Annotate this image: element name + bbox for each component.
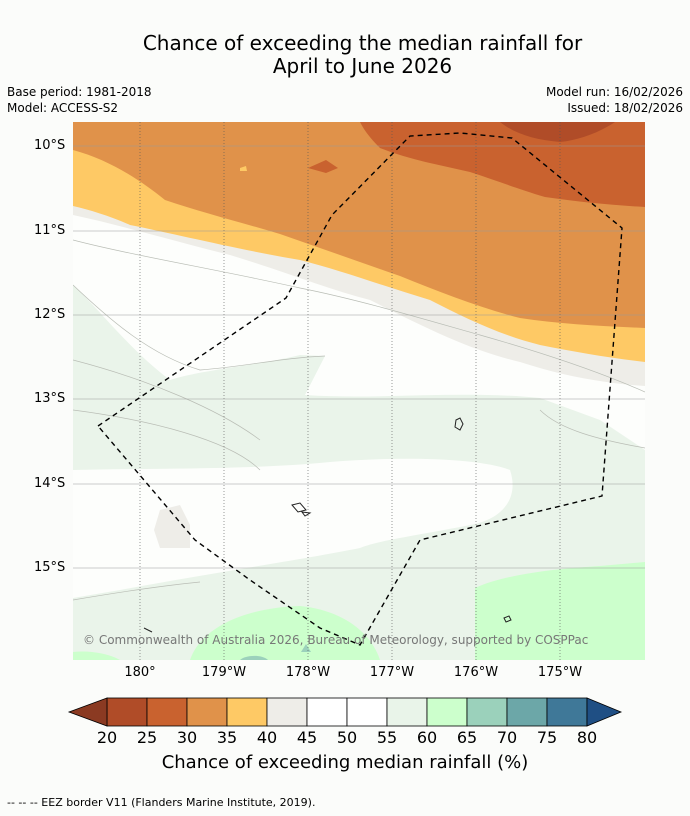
colorbar-swatch <box>426 697 468 727</box>
band-35-40-blob <box>240 166 247 171</box>
band-25-30 <box>360 122 645 207</box>
island-outline <box>300 511 312 517</box>
colorbar-swatch <box>546 697 588 727</box>
colorbar-tick-label: 40 <box>256 728 278 747</box>
lat-label-13s: 13°S <box>34 391 66 406</box>
colorbar-tick-label: 60 <box>416 728 438 747</box>
colorbar-tick-label: 75 <box>536 728 558 747</box>
lat-label-10s: 10°S <box>34 138 66 153</box>
lat-label-15s: 15°S <box>34 560 66 575</box>
colorbar-tick-label: 25 <box>136 728 158 747</box>
eez-legend-note: -- -- -- EEZ border V11 (Flanders Marine… <box>7 796 316 809</box>
colorbar-tick-label: 20 <box>96 728 118 747</box>
band-20-25 <box>500 122 615 142</box>
colorbar-swatch <box>266 697 308 727</box>
colorbar-swatch <box>146 697 188 727</box>
lon-label-180: 180° <box>124 665 156 680</box>
band-50-55-pocket <box>73 458 513 598</box>
issued-date: Issued: 18/02/2026 <box>567 101 683 115</box>
colorbar-tick-label: 35 <box>216 728 238 747</box>
lon-label-175w: 175°W <box>537 665 583 680</box>
colorbar-tick-label: 70 <box>496 728 518 747</box>
colorbar-swatch <box>346 697 388 727</box>
colorbar-tick-label: 80 <box>576 728 598 747</box>
colorbar-tick-label: 30 <box>176 728 198 747</box>
band-60-65-south <box>190 606 380 660</box>
map-title-line1: Chance of exceeding the median rainfall … <box>142 31 583 55</box>
lon-label-176w: 176°W <box>453 665 499 680</box>
colorbar-label: Chance of exceeding median rainfall (%) <box>161 752 529 773</box>
band-25-30-blob <box>308 160 338 173</box>
island-outline <box>291 502 307 513</box>
colorbar-tick-label: 45 <box>296 728 318 747</box>
lon-label-178w: 178°W <box>285 665 331 680</box>
colorbar-tick-label: 65 <box>456 728 478 747</box>
island-outline <box>454 417 464 431</box>
colorbar-tick-label: 55 <box>376 728 398 747</box>
map-title-line2: April to June 2026 <box>272 54 453 78</box>
lon-label-177w: 177°W <box>369 665 415 680</box>
lat-label-12s: 12°S <box>34 307 66 322</box>
map-plot-area <box>73 122 645 660</box>
colorbar-tick-label: 50 <box>336 728 358 747</box>
model-run-date: Model run: 16/02/2026 <box>545 85 683 99</box>
lat-gridlines <box>73 145 645 569</box>
base-period: Base period: 1981-2018 <box>7 85 152 99</box>
band-40-45-patch <box>154 505 190 548</box>
colorbar-swatch <box>106 697 148 727</box>
band-65-70-dot <box>301 644 311 652</box>
colorbar <box>67 697 623 727</box>
colorbar-swatch <box>306 697 348 727</box>
band-60-65-west <box>73 651 120 660</box>
colorbar-swatch <box>226 697 268 727</box>
lon-label-179w: 179°W <box>201 665 247 680</box>
colorbar-swatch <box>386 697 428 727</box>
lat-label-11s: 11°S <box>34 223 66 238</box>
contour-lines <box>73 239 645 601</box>
island-outline <box>143 627 153 633</box>
colorbar-swatch <box>466 697 508 727</box>
lat-label-14s: 14°S <box>34 476 66 491</box>
eez-border <box>96 132 623 646</box>
colorbar-over-arrow <box>586 697 623 727</box>
colorbar-swatch <box>186 697 228 727</box>
copyright-notice: © Commonwealth of Australia 2026, Bureau… <box>83 633 589 647</box>
island-outline <box>503 615 512 623</box>
colorbar-swatch <box>506 697 548 727</box>
model-name: Model: ACCESS-S2 <box>7 101 119 115</box>
band-65-70-patch <box>240 655 268 660</box>
colorbar-under-arrow <box>67 697 108 727</box>
